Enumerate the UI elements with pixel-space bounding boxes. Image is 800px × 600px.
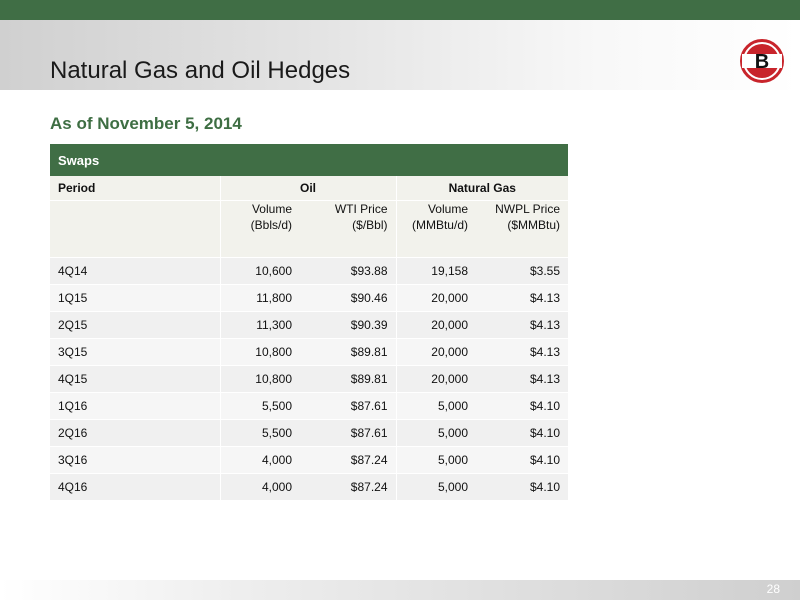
wti-price-unit-header: WTI Price ($/Bbl) bbox=[300, 201, 396, 258]
swaps-section-label: Swaps bbox=[50, 144, 568, 176]
table-row: 1Q16 5,500 $87.61 5,000 $4.10 bbox=[50, 393, 568, 420]
table-row: 3Q16 4,000 $87.24 5,000 $4.10 bbox=[50, 447, 568, 474]
table-row: 4Q15 10,800 $89.81 20,000 $4.13 bbox=[50, 366, 568, 393]
logo-letter: B bbox=[755, 51, 769, 73]
slide-subtitle: As of November 5, 2014 bbox=[50, 114, 242, 134]
oil-volume-unit-header: Volume (Bbls/d) bbox=[220, 201, 300, 258]
period-header: Period bbox=[50, 176, 220, 201]
natural-gas-header: Natural Gas bbox=[396, 176, 568, 201]
table-row: 2Q15 11,300 $90.39 20,000 $4.13 bbox=[50, 312, 568, 339]
slide-title: Natural Gas and Oil Hedges bbox=[50, 57, 350, 85]
table-row: 2Q16 5,500 $87.61 5,000 $4.10 bbox=[50, 420, 568, 447]
units-blank-cell bbox=[50, 201, 220, 258]
company-logo-icon: B bbox=[740, 39, 784, 83]
bottom-footer-bar bbox=[0, 580, 800, 600]
nwpl-price-unit-header: NWPL Price ($MMBtu) bbox=[476, 201, 568, 258]
table-row: 4Q14 10,600 $93.88 19,158 $3.55 bbox=[50, 258, 568, 285]
table-row: 1Q15 11,800 $90.46 20,000 $4.13 bbox=[50, 285, 568, 312]
top-accent-bar bbox=[0, 0, 800, 20]
gas-volume-unit-header: Volume (MMBtu/d) bbox=[396, 201, 476, 258]
table-row: 3Q15 10,800 $89.81 20,000 $4.13 bbox=[50, 339, 568, 366]
oil-header: Oil bbox=[220, 176, 396, 201]
table-row: 4Q16 4,000 $87.24 5,000 $4.10 bbox=[50, 474, 568, 501]
hedges-table: Swaps Period Oil Natural Gas Volume (Bbls… bbox=[50, 144, 568, 500]
page-number: 28 bbox=[767, 582, 780, 596]
